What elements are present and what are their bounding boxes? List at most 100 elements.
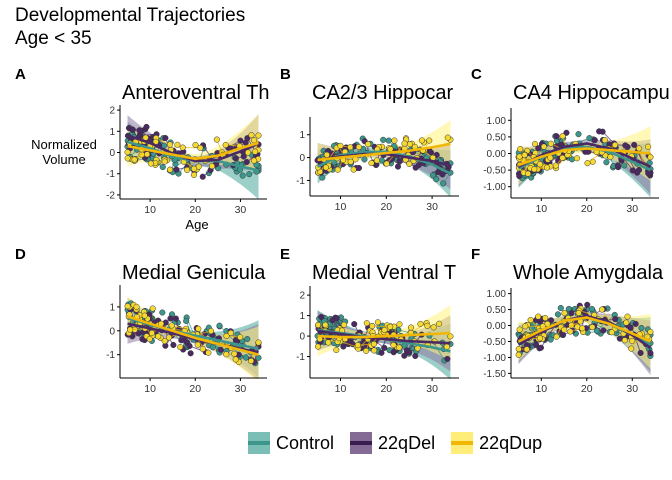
data-point: [244, 336, 251, 343]
x-tick-label: 20: [581, 383, 593, 395]
data-point: [407, 324, 415, 331]
data-point: [127, 326, 134, 333]
data-point: [124, 155, 131, 162]
data-point: [418, 137, 425, 144]
x-tick-label: 30: [626, 203, 638, 215]
data-point: [586, 135, 593, 142]
data-point: [447, 333, 454, 340]
data-point: [240, 153, 247, 160]
data-point: [252, 148, 259, 155]
data-point: [159, 309, 166, 316]
data-point: [370, 340, 377, 348]
data-point: [231, 350, 238, 357]
data-point: [213, 136, 220, 143]
data-point: [380, 136, 387, 143]
x-tick-label: 10: [335, 201, 347, 213]
y-tick-label: 1.00: [487, 289, 507, 300]
fit-line-22qdup: [317, 142, 451, 162]
data-point: [523, 346, 530, 353]
y-tick-label: 0: [109, 326, 115, 337]
data-point: [555, 157, 562, 164]
data-point: [363, 347, 370, 354]
data-point: [401, 352, 408, 359]
data-point: [385, 137, 392, 144]
data-point: [143, 123, 150, 130]
legend-key-control: [248, 432, 270, 454]
data-point: [554, 311, 561, 318]
data-point: [242, 139, 249, 146]
data-point: [161, 158, 168, 165]
data-point: [232, 356, 239, 363]
data-point: [340, 343, 347, 350]
data-point: [166, 166, 174, 173]
data-point: [607, 153, 614, 160]
data-point: [368, 160, 375, 167]
data-point: [333, 315, 340, 322]
legend-label-22qdup: 22qDup: [479, 432, 543, 453]
data-point: [144, 151, 151, 158]
data-point: [598, 306, 606, 313]
data-point: [412, 352, 419, 360]
data-point: [315, 321, 322, 329]
data-point: [624, 313, 631, 320]
panel-a: Anteroventral Th -2 -1 0 1 2 10 20 30 NormalizedV…: [31, 82, 269, 232]
legend-item-control: Control: [248, 432, 334, 454]
y-tick-label: 0.00: [487, 321, 507, 332]
data-point: [192, 141, 199, 149]
y-tick-label: -2: [106, 190, 115, 201]
data-point: [361, 156, 368, 163]
panel-letter-b: B: [280, 66, 291, 83]
data-point: [390, 349, 397, 356]
data-point: [209, 344, 216, 351]
data-point: [223, 351, 230, 358]
data-point: [636, 145, 643, 152]
data-point: [325, 339, 332, 346]
x-axis-label: Age: [185, 217, 208, 232]
data-point: [194, 341, 201, 348]
data-point: [364, 141, 372, 148]
data-point: [401, 140, 408, 147]
y-tick-label: -0.50: [483, 337, 506, 348]
data-point: [584, 160, 591, 167]
data-point: [168, 322, 175, 329]
data-point: [190, 171, 198, 178]
x-tick-label: 20: [189, 383, 201, 395]
fit-line-22qdel: [517, 142, 652, 168]
data-point: [318, 313, 325, 321]
data-point: [443, 343, 450, 350]
data-point: [553, 133, 560, 140]
panel-title-e: Medial Ventral T: [312, 262, 456, 284]
data-point: [559, 133, 566, 140]
data-point: [248, 357, 255, 364]
fit-line-22qdup: [317, 331, 451, 339]
data-point: [600, 327, 607, 334]
panel-f: Whole Amygdala -1.50 -1.00 -0.50 0.00 0.50 1.0…: [483, 262, 664, 395]
data-point: [319, 174, 326, 181]
data-point: [186, 342, 193, 350]
data-point: [179, 144, 186, 151]
data-point: [647, 154, 654, 161]
legend-item-22qdel: 22qDel: [350, 432, 435, 454]
fit-line-22qdup: [127, 141, 259, 161]
data-point: [141, 312, 148, 319]
data-point: [354, 342, 361, 349]
y-tick-label: -1.00: [483, 353, 506, 364]
data-point: [177, 343, 184, 351]
data-point: [243, 158, 250, 166]
data-point: [535, 313, 542, 320]
data-point: [627, 324, 634, 331]
panel-title-b: CA2/3 Hippocar: [312, 82, 454, 104]
data-point: [540, 143, 547, 150]
data-point: [543, 164, 551, 171]
data-point: [255, 354, 262, 361]
data-point: [424, 322, 431, 329]
panel-title-d: Medial Genicula: [122, 262, 266, 284]
y-tick-label: 1: [299, 311, 305, 322]
data-point: [536, 335, 544, 342]
x-tick-label: 10: [335, 383, 347, 395]
data-point: [515, 345, 522, 353]
data-point: [561, 310, 568, 317]
data-point: [155, 333, 162, 340]
x-tick-label: 30: [426, 383, 438, 395]
data-point: [637, 349, 644, 357]
